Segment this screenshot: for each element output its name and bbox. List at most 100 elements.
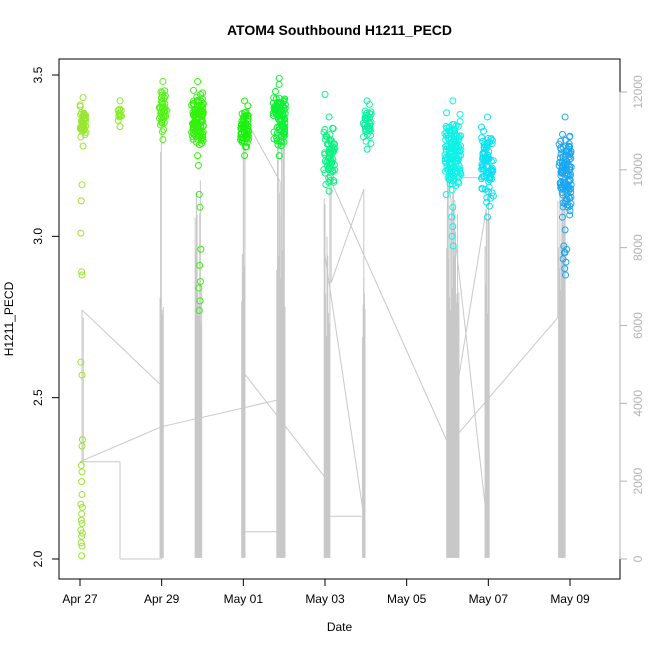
data-point	[365, 120, 373, 128]
series-may-04-flight	[359, 97, 375, 153]
y-tick-label: 3.0	[31, 228, 45, 245]
data-point	[487, 135, 495, 143]
data-point	[444, 135, 452, 143]
data-point	[81, 115, 89, 123]
data-point	[197, 116, 205, 124]
series-may-09-flight	[555, 113, 575, 279]
data-point	[328, 159, 336, 167]
data-point-outlier	[195, 190, 203, 198]
data-point	[274, 101, 282, 109]
data-point-outlier	[448, 232, 456, 240]
data-point-outlier	[78, 520, 86, 528]
data-point	[320, 166, 328, 174]
data-point	[566, 211, 574, 219]
data-point	[562, 151, 570, 159]
data-point	[489, 192, 497, 200]
data-point	[193, 98, 201, 106]
data-point	[280, 112, 288, 120]
data-point	[363, 97, 371, 105]
data-point	[238, 120, 246, 128]
x-tick-label: May 09	[550, 592, 590, 606]
data-point	[363, 145, 371, 153]
y2-tick-label: 6000	[631, 312, 645, 339]
data-point-outlier	[449, 242, 457, 250]
data-point	[560, 160, 568, 168]
y2-tick-label: 10000	[631, 153, 645, 187]
data-point	[157, 88, 165, 96]
data-point	[114, 117, 122, 125]
data-point	[273, 123, 281, 131]
chart-title: ATOM4 Southbound H1211_PECD	[227, 22, 452, 38]
data-point-outlier	[78, 503, 86, 511]
x-tick-label: May 05	[387, 592, 427, 606]
data-point-outlier	[77, 358, 85, 366]
data-point	[198, 135, 206, 143]
data-point	[443, 109, 451, 117]
data-point	[566, 202, 574, 210]
data-point-outlier	[196, 261, 204, 269]
data-point	[449, 97, 457, 105]
data-point	[566, 163, 574, 171]
data-point-outlier	[78, 542, 86, 550]
data-point-outlier	[196, 278, 204, 286]
data-point	[322, 180, 330, 188]
data-point-outlier	[562, 258, 570, 266]
data-point	[455, 147, 463, 155]
data-point	[236, 136, 244, 144]
data-point-outlier	[196, 297, 204, 305]
series-apr-27-flight	[76, 94, 90, 560]
data-point	[484, 155, 492, 163]
data-point	[455, 132, 463, 140]
data-point	[194, 152, 202, 160]
data-point	[485, 178, 493, 186]
data-point	[443, 166, 451, 174]
data-point	[456, 169, 464, 177]
x-tick-label: Apr 29	[144, 592, 180, 606]
data-point	[366, 127, 374, 135]
data-point	[329, 125, 337, 133]
y2-tick-label: 12000	[631, 75, 645, 109]
data-point	[188, 101, 196, 109]
data-point	[191, 112, 199, 120]
data-point	[447, 158, 455, 166]
data-point	[478, 134, 486, 142]
data-point	[189, 97, 197, 105]
data-point	[78, 127, 86, 135]
x-tick-label: Apr 27	[62, 592, 98, 606]
data-point	[325, 166, 333, 174]
data-point	[455, 135, 463, 143]
data-point-outlier	[77, 516, 85, 524]
series-apr-28-flight	[114, 97, 125, 131]
data-point	[557, 144, 565, 152]
data-point	[453, 154, 461, 162]
series-apr-30-flight	[188, 77, 207, 315]
data-point	[479, 150, 487, 158]
data-point	[198, 115, 206, 123]
data-point-outlier	[448, 213, 456, 221]
data-point	[456, 110, 464, 118]
data-point	[161, 103, 169, 111]
data-point-outlier	[563, 245, 571, 253]
y-tick-label: 2.0	[31, 550, 45, 567]
data-point	[328, 168, 336, 176]
data-point	[274, 106, 282, 114]
data-point	[115, 112, 123, 120]
altitude-trace-layer	[79, 115, 566, 560]
data-point	[114, 106, 122, 114]
data-point	[275, 152, 283, 160]
data-point	[281, 128, 289, 136]
series-may-07-flight	[477, 113, 497, 221]
data-point	[321, 125, 329, 133]
data-point	[561, 113, 569, 121]
data-point	[277, 142, 285, 150]
data-point	[456, 142, 464, 150]
data-point	[330, 147, 338, 155]
data-point	[566, 207, 574, 215]
data-point-outlier	[78, 490, 86, 498]
data-point-outlier	[78, 478, 86, 486]
data-point	[242, 143, 250, 151]
data-point	[325, 187, 333, 195]
data-point	[275, 111, 283, 119]
altitude-segment	[79, 426, 162, 463]
